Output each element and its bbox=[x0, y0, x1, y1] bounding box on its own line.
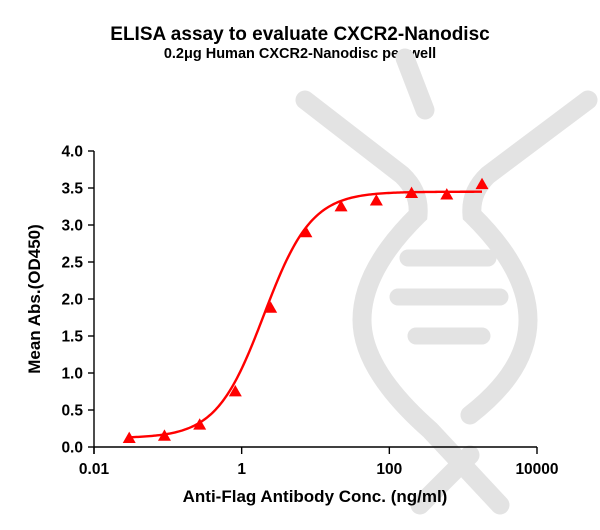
x-tick-label: 1 bbox=[237, 461, 246, 478]
data-point-triangle bbox=[264, 301, 278, 313]
y-axis-title: Mean Abs.(OD450) bbox=[25, 224, 44, 374]
x-axis-title: Anti-Flag Antibody Conc. (ng/ml) bbox=[183, 487, 448, 506]
y-tick-label: 3.0 bbox=[61, 218, 83, 235]
y-axis-ticks: 0.0 0.5 1.0 1.5 2.0 2.5 3.0 3.5 4.0 bbox=[61, 144, 94, 457]
data-point-triangle bbox=[369, 194, 383, 206]
y-tick-label: 2.5 bbox=[61, 255, 83, 272]
data-point-triangle bbox=[193, 418, 207, 430]
y-tick-label: 1.0 bbox=[61, 366, 83, 383]
y-tick-label: 1.5 bbox=[61, 329, 83, 346]
x-tick-label: 10000 bbox=[515, 461, 558, 478]
y-tick-label: 3.5 bbox=[61, 181, 83, 198]
x-axis-ticks: 0.01 1 100 10000 bbox=[79, 447, 559, 478]
data-point-triangle bbox=[228, 385, 242, 397]
data-point-triangle bbox=[122, 431, 136, 443]
y-tick-label: 0.5 bbox=[61, 403, 83, 420]
data-point-triangle bbox=[440, 188, 454, 200]
data-point-triangle bbox=[334, 200, 348, 212]
y-tick-label: 2.0 bbox=[61, 292, 83, 309]
data-point-triangle bbox=[405, 186, 419, 199]
chart-subtitle: 0.2μg Human CXCR2-Nanodisc per well bbox=[163, 46, 437, 62]
axes bbox=[93, 151, 537, 454]
y-tick-label: 4.0 bbox=[61, 144, 83, 161]
y-tick-label: 0.0 bbox=[61, 440, 83, 457]
chart-title: ELISA assay to evaluate CXCR2-Nanodisc bbox=[110, 24, 490, 45]
data-point-triangle bbox=[299, 225, 313, 238]
data-point-triangle bbox=[157, 429, 171, 441]
data-points bbox=[122, 177, 489, 443]
x-tick-label: 100 bbox=[376, 461, 402, 478]
x-tick-label: 0.01 bbox=[79, 461, 110, 478]
data-point-triangle bbox=[475, 177, 489, 190]
dna-icon bbox=[295, 48, 598, 515]
